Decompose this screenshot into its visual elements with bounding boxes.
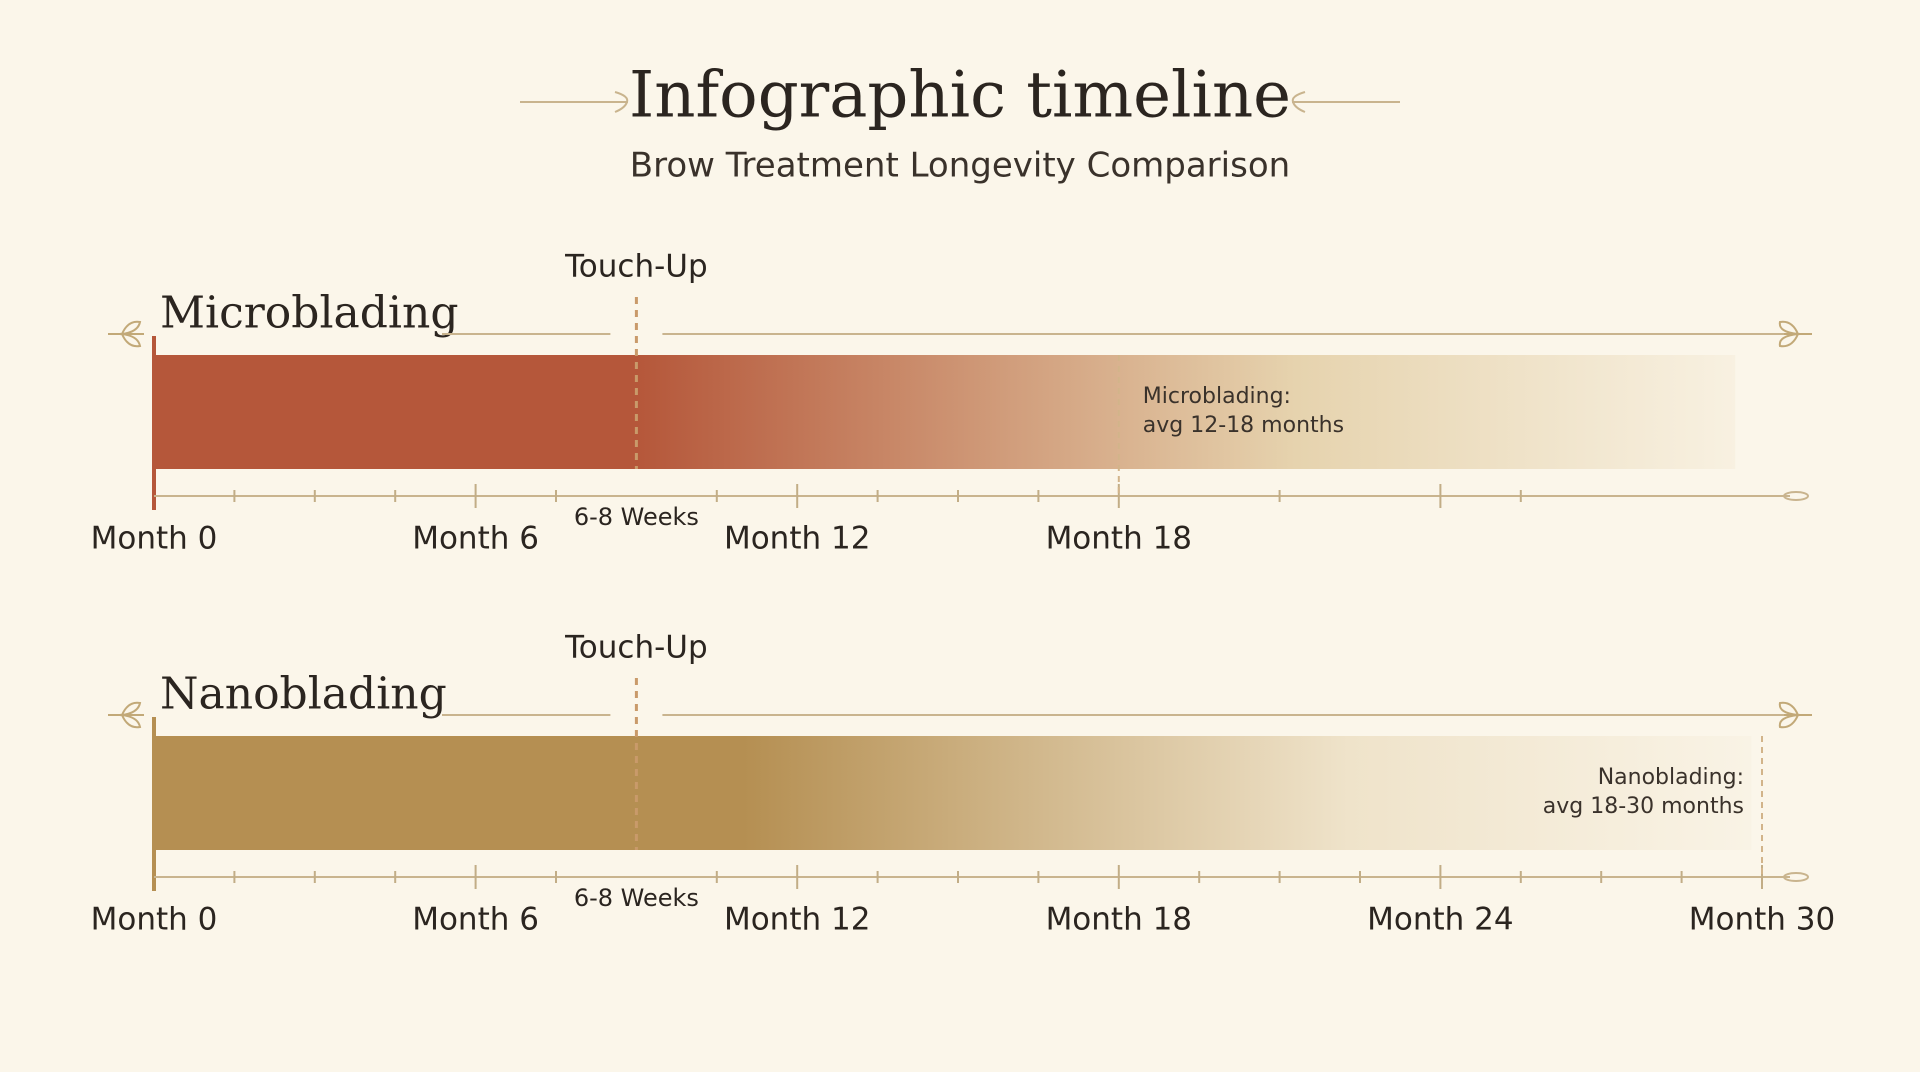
x-tick-label: Month 18 — [1046, 521, 1192, 557]
x-tick-label: Month 0 — [91, 521, 218, 557]
x-tick-label: Month 24 — [1367, 902, 1513, 938]
x-tick-label: Month 6 — [412, 521, 539, 557]
duration-bar — [154, 736, 1752, 850]
page-title: Infographic timeline — [629, 59, 1291, 133]
axis-end — [1783, 872, 1809, 882]
marker-label: Nanoblading: — [1598, 765, 1744, 790]
title-ornament-right — [1291, 91, 1400, 113]
x-tick-label: Month 18 — [1046, 902, 1192, 938]
timeline-title: Nanoblading — [160, 669, 447, 720]
touch-up-label: Touch-Up — [564, 249, 708, 285]
touch-up-sublabel: 6-8 Weeks — [574, 503, 699, 531]
x-tick-label: Month 12 — [724, 902, 870, 938]
timeline-title: Microblading — [160, 288, 459, 339]
touch-up-label: Touch-Up — [564, 630, 708, 666]
x-tick-label: Month 0 — [91, 902, 218, 938]
x-tick-label: Month 6 — [412, 902, 539, 938]
title-ornament-left — [520, 91, 629, 113]
x-tick-label: Month 12 — [724, 521, 870, 557]
x-tick-label: Month 30 — [1689, 902, 1835, 938]
axis-end — [1783, 491, 1809, 501]
marker-label: avg 12-18 months — [1143, 413, 1344, 438]
page-subtitle: Brow Treatment Longevity Comparison — [630, 146, 1290, 186]
marker-label: avg 18-30 months — [1543, 794, 1744, 819]
touch-up-sublabel: 6-8 Weeks — [574, 884, 699, 912]
ornament-left — [108, 320, 144, 348]
ornament-left — [108, 701, 144, 729]
duration-bar — [154, 355, 1736, 469]
marker-label: Microblading: — [1143, 384, 1291, 409]
